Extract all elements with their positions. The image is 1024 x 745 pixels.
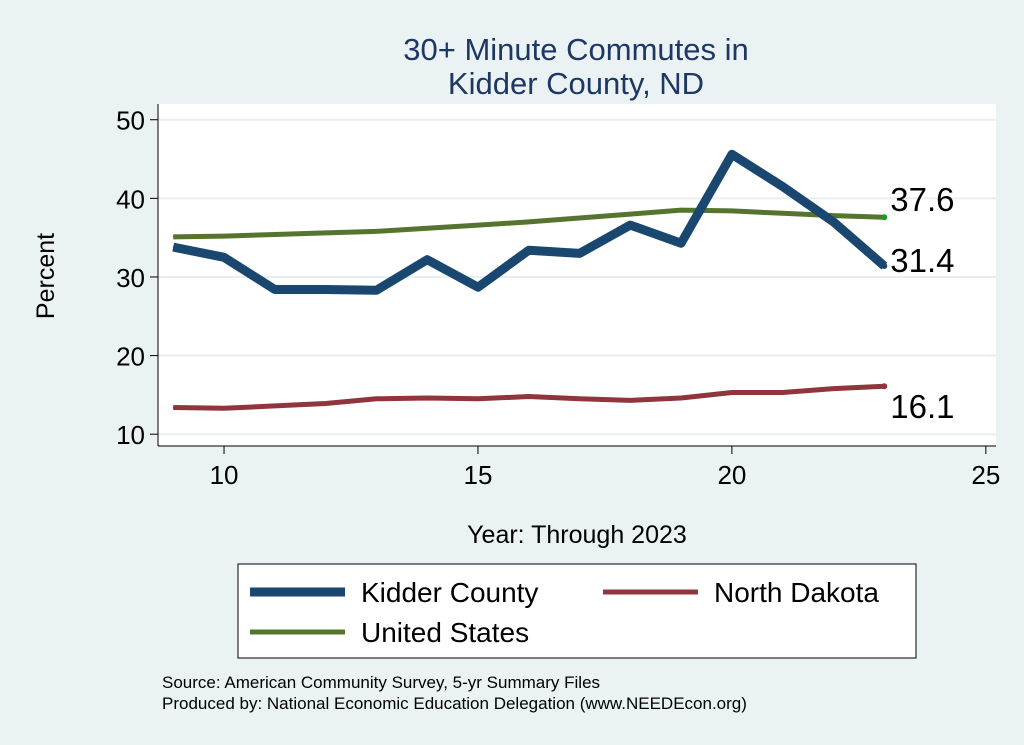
end-marker-north-dakota: [881, 383, 888, 390]
end-label-north-dakota: 16.1: [890, 388, 954, 425]
data-point-north-dakota: [731, 392, 733, 394]
data-point-north-dakota: [579, 398, 581, 400]
data-point-united-states: [680, 209, 682, 211]
data-point-north-dakota: [426, 397, 428, 399]
legend-box: [237, 563, 917, 659]
x-axis-label: Year: Through 2023: [467, 521, 687, 549]
plot-area: [158, 104, 996, 446]
data-point-north-dakota: [680, 397, 682, 399]
data-point-north-dakota: [375, 398, 377, 400]
producer-note: Produced by: National Economic Education…: [162, 694, 747, 713]
data-point-united-states: [528, 221, 530, 223]
chart-title: 30+ Minute Commutes in: [403, 32, 748, 67]
y-tick-label: 40: [116, 184, 145, 214]
data-point-united-states: [731, 210, 733, 212]
x-tick-label: 10: [210, 460, 239, 490]
gridlines: [158, 118, 996, 436]
data-point-united-states: [426, 227, 428, 229]
data-point-united-states: [629, 213, 631, 215]
data-point-united-states: [375, 230, 377, 232]
data-point-united-states: [325, 232, 327, 234]
chart-subtitle: Kidder County, ND: [448, 66, 704, 101]
data-point-north-dakota: [528, 395, 530, 397]
data-point-united-states: [579, 217, 581, 219]
legend: Kidder County North Dakota United States: [237, 563, 917, 659]
y-tick-label: 50: [116, 106, 145, 136]
data-point-kidder-county: [629, 224, 631, 226]
x-tick-label: 20: [717, 460, 746, 490]
x-tick-label: 25: [971, 460, 1000, 490]
series-lines: [172, 149, 888, 411]
data-point-north-dakota: [629, 399, 631, 401]
data-point-kidder-county: [375, 289, 377, 291]
data-point-kidder-county: [680, 242, 682, 244]
data-point-kidder-county: [223, 256, 225, 258]
legend-label-north-dakota: North Dakota: [714, 577, 879, 608]
end-label-united-states: 37.6: [890, 181, 954, 218]
data-point-north-dakota: [782, 392, 784, 394]
y-tick-label: 20: [116, 342, 145, 372]
data-point-kidder-county: [731, 153, 733, 155]
end-label-kidder-county: 31.4: [890, 242, 954, 279]
data-point-kidder-county: [172, 246, 174, 248]
legend-label-united-states: United States: [361, 617, 529, 648]
data-point-kidder-county: [528, 249, 530, 251]
data-point-kidder-county: [325, 289, 327, 291]
data-point-united-states: [274, 234, 276, 236]
data-point-united-states: [477, 224, 479, 226]
end-labels: 31.4 16.1 37.6: [881, 181, 955, 425]
data-point-north-dakota: [325, 403, 327, 405]
data-point-united-states: [832, 215, 834, 217]
data-point-north-dakota: [223, 407, 225, 409]
data-point-kidder-county: [782, 186, 784, 188]
data-point-north-dakota: [832, 388, 834, 390]
data-point-kidder-county: [426, 259, 428, 261]
data-point-north-dakota: [477, 398, 479, 400]
data-point-united-states: [223, 235, 225, 237]
x-axis: 10 15 20 25: [158, 445, 1000, 490]
data-point-kidder-county: [832, 221, 834, 223]
data-point-north-dakota: [274, 405, 276, 407]
data-point-kidder-county: [477, 286, 479, 288]
y-tick-label: 10: [116, 420, 145, 450]
y-axis: 10 20 30 40 50: [116, 104, 159, 450]
data-point-kidder-county: [579, 252, 581, 254]
end-marker-united-states: [881, 214, 888, 221]
end-marker-kidder-county: [881, 262, 888, 269]
y-axis-label: Percent: [32, 233, 60, 319]
data-point-north-dakota: [172, 406, 174, 408]
y-tick-label: 30: [116, 263, 145, 293]
x-tick-label: 15: [464, 460, 493, 490]
source-note: Source: American Community Survey, 5-yr …: [162, 673, 600, 692]
legend-label-kidder-county: Kidder County: [361, 577, 538, 608]
data-point-united-states: [172, 236, 174, 238]
data-point-united-states: [782, 212, 784, 214]
data-point-kidder-county: [274, 289, 276, 291]
